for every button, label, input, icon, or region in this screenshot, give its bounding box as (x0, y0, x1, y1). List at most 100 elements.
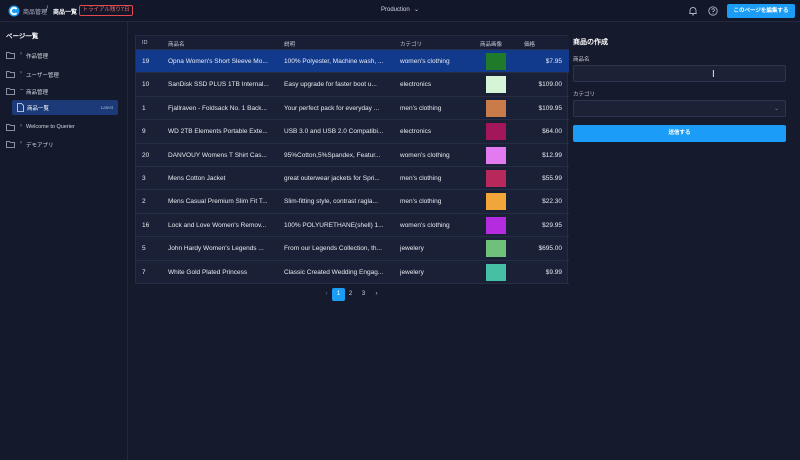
cell-id: 7 (142, 268, 146, 276)
next-page-button[interactable]: › (375, 291, 378, 297)
chevron-down-icon[interactable]: ⌄ (414, 7, 420, 13)
cell-name: DANVOUY Womens T Shirt Cas... (168, 151, 267, 159)
cell-category: women's clothing (400, 58, 450, 65)
chevron-right-icon[interactable]: › (20, 70, 22, 76)
table-row[interactable]: 10 SanDisk SSD PLUS 1TB Internal... Easy u… (136, 73, 569, 97)
product-image-thumbnail[interactable] (486, 193, 506, 211)
cell-price: $22.30 (542, 198, 562, 206)
sidebar-item-products[interactable]: – 商品管理 (4, 85, 120, 98)
sidebar-item-label: Welcome to Querier (26, 124, 75, 130)
table-row[interactable]: 20 DANVOUY Womens T Shirt Cas... 95%Cotton… (136, 144, 569, 167)
cell-price: $29.95 (542, 221, 562, 229)
page-button-1[interactable]: 1 (332, 288, 345, 301)
column-header-category[interactable]: カテゴリ (400, 42, 423, 48)
cell-name: Fjallraven - Foldsack No. 1 Back... (168, 104, 267, 112)
cell-category: men's clothing (400, 104, 442, 112)
breadcrumb-page[interactable]: 商品一覧 (53, 10, 78, 16)
table-row[interactable]: 19 Opna Women's Short Sleeve Mo... 100% Po… (136, 50, 569, 74)
table-row[interactable]: 2 Mens Casual Premium Slim Fit T... Slim-f… (136, 190, 569, 214)
submit-button[interactable]: 送信する (573, 125, 786, 142)
column-header-id[interactable]: ID (142, 40, 148, 46)
folder-icon (6, 71, 15, 78)
help-icon[interactable] (708, 6, 718, 16)
product-image-thumbnail[interactable] (486, 240, 506, 258)
cell-id: 20 (142, 151, 150, 159)
cell-price: $9.99 (545, 268, 562, 276)
cell-category: women's clothing (400, 151, 450, 159)
page-button-2[interactable]: 2 (348, 291, 353, 297)
breadcrumb-app[interactable]: 商品管理 (23, 10, 48, 16)
trial-badge[interactable]: トライアル残り7日 (79, 5, 133, 16)
breadcrumb-separator: / (46, 6, 48, 13)
cell-price: $109.95 (538, 104, 563, 112)
cell-id: 5 (142, 245, 146, 253)
column-header-description[interactable]: 説明 (284, 42, 296, 48)
table-row[interactable]: 16 Lock and Love Women's Remov... 100% POL… (136, 214, 569, 238)
chevron-right-icon[interactable]: › (20, 140, 22, 146)
table-row[interactable]: 7 White Gold Plated Princess Classic Creat… (136, 261, 569, 284)
product-image-thumbnail[interactable] (486, 263, 506, 281)
sidebar-item-welcome[interactable]: › Welcome to Querier (4, 121, 120, 134)
category-field-label: カテゴリ (573, 92, 596, 98)
sidebar-title: ページ一覧 (6, 33, 39, 40)
cell-id: 9 (142, 128, 146, 136)
cell-price: $7.95 (545, 58, 562, 65)
prev-page-button[interactable]: ‹ (325, 291, 328, 297)
sidebar-item-demo[interactable]: › デモアプリ (4, 138, 120, 151)
chevron-right-icon[interactable]: › (20, 123, 22, 129)
folder-icon (6, 88, 15, 95)
cell-name: Mens Casual Premium Slim Fit T... (168, 198, 268, 206)
sidebar-item-works[interactable]: › 作品管理 (4, 49, 120, 62)
product-image-thumbnail[interactable] (486, 123, 506, 141)
edit-page-button[interactable]: このページを編集する (727, 4, 795, 18)
cell-id: 2 (142, 198, 146, 206)
sidebar-item-users[interactable]: › ユーザー管理 (4, 68, 120, 81)
querier-logo-icon[interactable] (8, 5, 20, 17)
table-row[interactable]: 1 Fjallraven - Foldsack No. 1 Back... Your… (136, 97, 569, 121)
document-icon (17, 103, 24, 112)
cell-category: men's clothing (400, 198, 442, 206)
name-field-label: 商品名 (573, 57, 590, 63)
cell-description: Your perfect pack for everyday ... (284, 104, 380, 112)
cell-price: $695.00 (538, 245, 563, 253)
cell-name: White Gold Plated Princess (168, 268, 248, 276)
table-row[interactable]: 9 WD 2TB Elements Portable Exte... USB 3.0… (136, 120, 569, 144)
bell-icon[interactable] (688, 6, 698, 16)
product-image-thumbnail[interactable] (486, 216, 506, 234)
cell-price: $64.00 (542, 128, 562, 136)
table-row[interactable]: 5 John Hardy Women's Legends ... From our … (136, 237, 569, 261)
column-header-image[interactable]: 商品画像 (480, 42, 503, 48)
cell-price: $109.00 (538, 81, 563, 89)
product-image-thumbnail[interactable] (486, 146, 506, 164)
collapse-icon[interactable]: – (20, 87, 24, 93)
product-image-thumbnail[interactable] (486, 53, 506, 70)
product-image-thumbnail[interactable] (486, 99, 506, 117)
sidebar-item-label: デモアプリ (26, 143, 54, 149)
product-image-thumbnail[interactable] (486, 170, 506, 187)
cell-name: WD 2TB Elements Portable Exte... (168, 128, 268, 136)
cell-id: 1 (142, 104, 146, 112)
category-select[interactable]: ⌄ (573, 100, 786, 117)
cell-id: 16 (142, 221, 150, 229)
cell-category: electronics (400, 81, 432, 89)
page-button-3[interactable]: 3 (361, 291, 366, 297)
product-image-thumbnail[interactable] (486, 76, 506, 94)
column-header-name[interactable]: 商品名 (168, 42, 185, 48)
version-tag: Latest (100, 105, 113, 110)
top-bar: 商品管理 / 商品一覧 トライアル残り7日 Production ⌄ このページ… (0, 0, 800, 22)
table-row[interactable]: 3 Mens Cotton Jacket great outerwear jacke… (136, 167, 569, 191)
folder-icon (6, 141, 15, 148)
cell-category: electronics (400, 128, 432, 136)
environment-selector[interactable]: Production (381, 7, 410, 13)
folder-icon (6, 124, 15, 131)
cell-description: Slim-fitting style, contrast ragla... (284, 198, 378, 206)
cell-description: USB 3.0 and USB 2.0 Compatibi... (284, 128, 384, 136)
cell-description: great outerwear jackets for Spri... (284, 175, 380, 182)
cell-id: 19 (142, 58, 150, 65)
chevron-right-icon[interactable]: › (20, 51, 22, 57)
cell-id: 3 (142, 175, 146, 182)
chevron-down-icon: ⌄ (773, 106, 779, 112)
name-input[interactable] (573, 65, 786, 82)
column-header-price[interactable]: 価格 (524, 42, 536, 48)
sidebar-item-product-list[interactable]: 商品一覧 Latest (12, 100, 118, 115)
